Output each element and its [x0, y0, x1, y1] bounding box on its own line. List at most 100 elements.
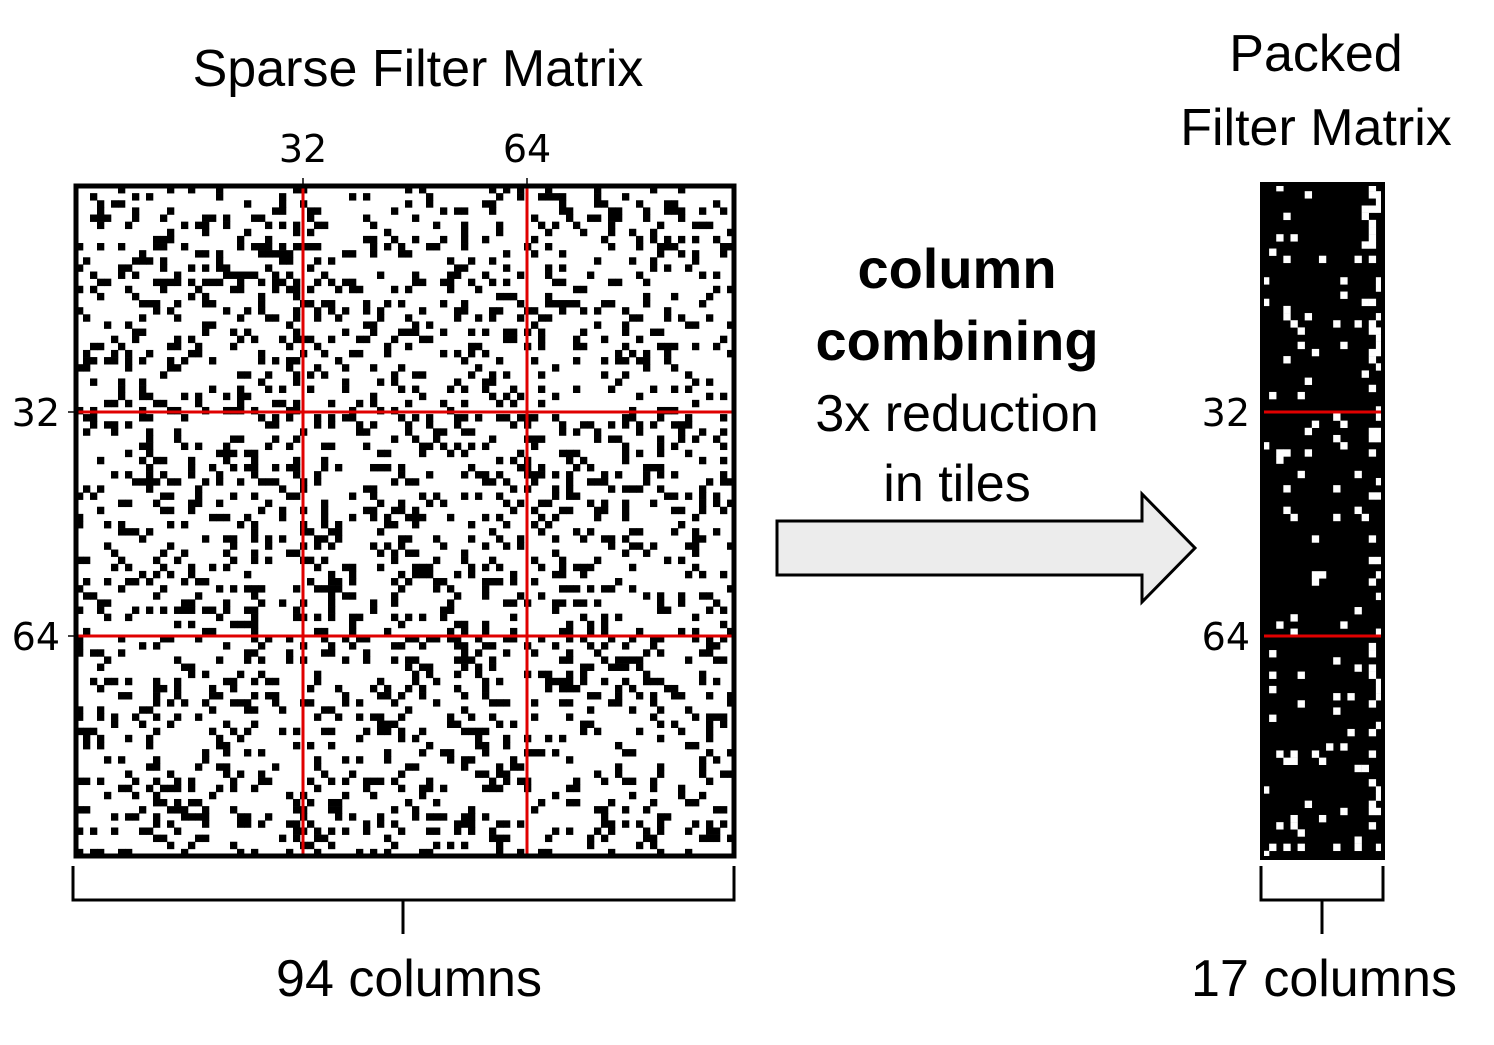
matrix-cell [363, 485, 371, 493]
matrix-cell [419, 613, 427, 622]
matrix-cell [1375, 685, 1384, 694]
matrix-cell [398, 328, 406, 336]
matrix-cell [237, 699, 245, 707]
matrix-cell [1290, 320, 1298, 328]
matrix-cell [573, 492, 581, 500]
matrix-cell [706, 777, 714, 786]
matrix-cell [475, 741, 483, 750]
matrix-cell [510, 506, 518, 515]
matrix-cell [650, 328, 658, 336]
matrix-cell [125, 813, 133, 821]
matrix-cell [223, 599, 231, 607]
matrix-cell [391, 207, 399, 215]
matrix-cell [468, 342, 476, 351]
matrix-cell [699, 271, 707, 279]
matrix-cell [307, 243, 315, 251]
matrix-cell [230, 342, 238, 351]
matrix-cell [384, 228, 392, 237]
matrix-cell [566, 207, 574, 215]
matrix-cell [405, 798, 413, 807]
matrix-cell [517, 499, 525, 508]
matrix-cell [356, 756, 364, 764]
matrix-cell [1368, 434, 1377, 443]
matrix-cell [643, 278, 651, 287]
matrix-cell [489, 278, 497, 287]
matrix-cell [1290, 628, 1298, 636]
matrix-cell [419, 570, 427, 579]
matrix-cell [699, 499, 707, 508]
matrix-cell [447, 285, 455, 294]
matrix-cell [279, 727, 287, 736]
matrix-cell [202, 578, 210, 586]
matrix-cell [440, 349, 448, 358]
matrix-cell [153, 699, 161, 707]
matrix-cell [335, 798, 343, 807]
matrix-cell [727, 749, 735, 757]
matrix-cell [601, 535, 609, 543]
matrix-cell [636, 421, 644, 429]
matrix-cell [468, 257, 476, 265]
matrix-cell [559, 563, 567, 572]
matrix-cell [321, 506, 329, 515]
matrix-cell [440, 499, 448, 508]
matrix-cell [293, 285, 301, 294]
matrix-cell [629, 585, 637, 593]
matrix-cell [622, 328, 630, 336]
matrix-cell [573, 342, 581, 351]
matrix-cell [566, 670, 574, 679]
matrix-cell [1375, 628, 1384, 636]
matrix-cell [692, 713, 700, 721]
matrix-cell [342, 328, 350, 336]
matrix-cell [398, 243, 406, 251]
matrix-cell [1375, 363, 1384, 371]
matrix-cell [657, 250, 665, 258]
matrix-cell [685, 492, 693, 500]
matrix-cell [601, 613, 609, 622]
matrix-cell [153, 727, 161, 736]
arrow-title-line2: combining [815, 309, 1098, 372]
matrix-cell [83, 578, 91, 586]
matrix-cell [594, 827, 602, 835]
matrix-cell [118, 521, 126, 529]
matrix-cell [377, 528, 385, 536]
matrix-cell [643, 670, 651, 679]
matrix-cell [545, 264, 553, 272]
matrix-cell [615, 435, 623, 443]
matrix-cell [1375, 693, 1384, 701]
matrix-cell [685, 656, 693, 664]
matrix-cell [279, 257, 287, 265]
matrix-cell [713, 806, 721, 814]
matrix-cell [258, 599, 266, 607]
matrix-cell [160, 506, 168, 515]
matrix-cell [475, 342, 483, 351]
matrix-cell [377, 378, 385, 386]
matrix-cell [265, 264, 273, 272]
matrix-cell [293, 834, 301, 843]
matrix-cell [139, 642, 147, 650]
matrix-cell [587, 706, 595, 714]
matrix-cell [713, 834, 721, 843]
matrix-cell [293, 727, 301, 736]
matrix-cell [454, 378, 462, 386]
matrix-cell [251, 606, 259, 614]
sparse-columns-label: 94 columns [276, 950, 542, 1008]
matrix-cell [1262, 277, 1270, 285]
matrix-cell [244, 271, 252, 279]
matrix-cell [650, 777, 658, 786]
matrix-cell [1347, 728, 1355, 737]
matrix-cell [419, 492, 427, 500]
matrix-cell [139, 392, 147, 401]
matrix-cell [167, 521, 175, 529]
matrix-cell [552, 221, 560, 230]
matrix-cell [153, 556, 161, 565]
matrix-cell [314, 613, 322, 622]
matrix-cell [279, 599, 287, 607]
matrix-cell [559, 449, 567, 458]
matrix-cell [111, 813, 119, 821]
matrix-cell [328, 578, 336, 586]
matrix-cell [699, 834, 707, 843]
matrix-cell [167, 207, 175, 215]
matrix-cell [377, 692, 385, 700]
matrix-cell [111, 827, 119, 835]
matrix-cell [321, 834, 329, 843]
